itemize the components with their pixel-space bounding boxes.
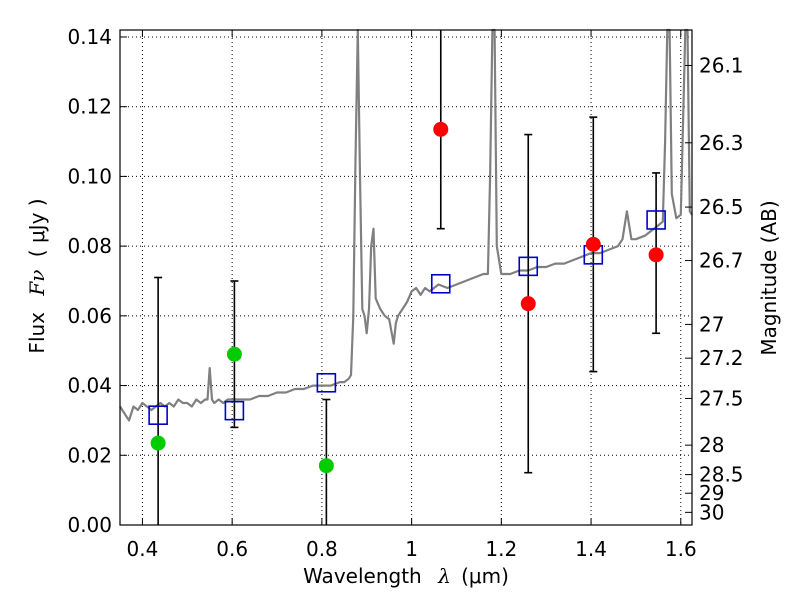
- x-tick-label: 1.2: [485, 537, 517, 561]
- y-tick-label: 0.08: [67, 234, 112, 258]
- x-tick-label: 1.6: [665, 537, 697, 561]
- model-photometry-square: [316, 372, 337, 393]
- x-axis-label-symbol: λ: [437, 564, 451, 588]
- red-data-point: [648, 247, 664, 263]
- grid-lines: [120, 30, 692, 526]
- y2-tick-label: 26.3: [699, 131, 744, 155]
- y2-tick-label: 30: [699, 500, 724, 524]
- errorbar: [154, 276, 163, 525]
- red-data-point: [585, 236, 601, 252]
- x-tick-labels: 0.4 0.6 0.8 1 1.2 1.4 1.6: [127, 537, 697, 561]
- model-photometry-square: [430, 273, 451, 294]
- spectrum-line-group: [119, 28, 693, 422]
- tick-marks: [120, 30, 692, 526]
- red-data-point: [520, 296, 536, 312]
- y2-tick-label: 27.5: [699, 386, 744, 410]
- y-tick-label: 0.04: [67, 374, 112, 398]
- marker-group: [148, 121, 666, 474]
- y-tick-labels: 0.00 0.02 0.04 0.06 0.08 0.10 0.12 0.14: [67, 25, 112, 537]
- y2-tick-label: 26.5: [699, 195, 744, 219]
- y-tick-label: 0.10: [67, 164, 112, 188]
- y2-tick-label: 27: [699, 312, 724, 336]
- y2-tick-label: 26.7: [699, 249, 744, 273]
- y-tick-label: 0.02: [67, 443, 112, 467]
- x-axis-label-text: Wavelength: [303, 564, 422, 588]
- y-axis-label-symbol: Fν: [25, 270, 49, 297]
- plot-frame: [119, 29, 693, 526]
- y-axis-label-text: Flux: [25, 312, 49, 354]
- green-data-point: [150, 435, 166, 451]
- x-axis-label: Wavelength λ (μm): [303, 564, 509, 588]
- x-tick-label: 1: [405, 537, 418, 561]
- green-data-point: [226, 346, 242, 362]
- y-tick-label: 0.14: [67, 25, 112, 49]
- model-photometry-square: [646, 210, 666, 230]
- errorbar-group: [154, 30, 661, 525]
- y-tick-label: 0.06: [67, 304, 112, 328]
- y2-axis-label: Magnitude (AB): [757, 200, 781, 355]
- x-tick-label: 1.4: [575, 537, 607, 561]
- x-axis-label-unit: (μm): [461, 564, 509, 588]
- x-tick-label: 0.4: [127, 537, 159, 561]
- y2-tick-label: 26.1: [699, 53, 744, 77]
- model-photometry-square: [148, 405, 168, 425]
- x-tick-label: 0.6: [216, 537, 248, 561]
- x-tick-label: 0.8: [306, 537, 338, 561]
- green-data-point: [318, 458, 334, 474]
- model-spectrum-line: [119, 28, 693, 422]
- red-data-point: [433, 121, 449, 137]
- y2-tick-label: 28: [699, 433, 724, 457]
- y-axis-label: Flux Fν ( μJy ): [25, 198, 49, 353]
- y2-tick-label: 29: [699, 481, 724, 505]
- y-tick-label: 0.12: [67, 95, 112, 119]
- y2-tick-label: 28.5: [699, 463, 744, 487]
- y2-tick-label: 27.2: [699, 346, 744, 370]
- model-photometry-square: [224, 400, 245, 421]
- model-photometry-square: [518, 256, 539, 277]
- y-tick-label: 0.00: [67, 513, 112, 537]
- y-axis-label-unit: ( μJy ): [25, 198, 49, 257]
